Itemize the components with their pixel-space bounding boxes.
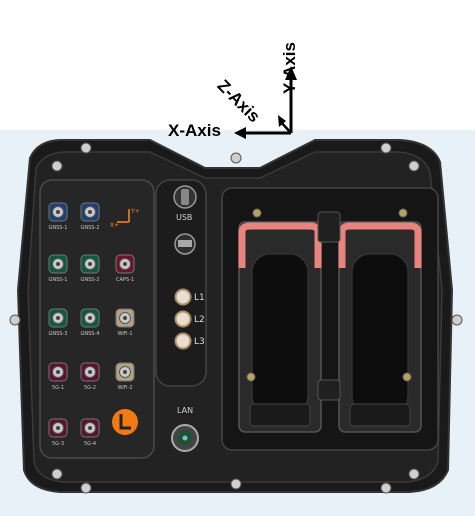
indicator-light: L2 — [174, 310, 205, 328]
indicator-light: L3 — [174, 332, 205, 350]
antenna-port[interactable]: WiFi-2 — [115, 362, 135, 391]
battery-latch[interactable] — [317, 211, 341, 243]
port-label: WiFi-2 — [117, 385, 132, 391]
indicator-light: L1 — [174, 288, 205, 306]
antenna-port[interactable]: GNSS-2 — [80, 202, 100, 231]
antenna-port[interactable]: GNSS-4 — [80, 308, 100, 337]
mini-axis-y-label: Y+ — [130, 208, 140, 215]
mini-axis: Y+ X+ — [110, 208, 140, 229]
port-label: WiFi-1 — [117, 331, 132, 337]
lan-label: LAN — [177, 406, 193, 415]
top-background — [0, 0, 475, 130]
antenna-port[interactable]: GNSS-3 — [48, 308, 68, 337]
antenna-port[interactable]: 5G-2 — [80, 362, 100, 391]
control-column — [155, 179, 207, 387]
port-label: GNSS-1 — [49, 277, 68, 283]
usb-cap — [173, 185, 197, 209]
antenna-port[interactable]: 5G-1 — [48, 362, 68, 391]
port-label: GNSS-2 — [81, 277, 100, 283]
antenna-port[interactable]: GNSS-1 — [48, 202, 68, 231]
battery-right — [338, 221, 422, 433]
indicator-label: L1 — [194, 293, 205, 303]
y-axis-label: Y-Axis — [280, 42, 299, 94]
antenna-port[interactable]: WiFi-1 — [115, 308, 135, 337]
antenna-port[interactable]: 5G-3 — [48, 418, 68, 447]
antenna-port[interactable]: GNSS-1 — [48, 254, 68, 283]
ports-layer: GNSS-1 GNSS-2 GNSS-1 GNSS-2 CAPS-1 GNSS-3 GNSS… — [48, 202, 135, 447]
port-label: 5G-2 — [84, 385, 96, 391]
battery-latch-lower[interactable] — [317, 379, 341, 401]
port-label: GNSS-3 — [49, 331, 68, 337]
port-label: GNSS-1 — [49, 225, 68, 231]
x-axis-label: X-Axis — [168, 121, 221, 140]
mini-axis-x-label: X+ — [110, 222, 119, 229]
indicator-label: L3 — [194, 337, 205, 347]
port-label: 5G-1 — [52, 385, 64, 391]
lan-port[interactable] — [171, 424, 199, 452]
usb-label: USB — [176, 213, 192, 222]
indicator-layer: L1 L2 L3 — [174, 288, 205, 350]
port-label: CAPS-1 — [116, 277, 134, 283]
battery-left — [238, 221, 322, 433]
port-label: 5G-3 — [52, 441, 64, 447]
antenna-port[interactable]: 5G-4 — [80, 418, 100, 447]
antenna-port[interactable]: CAPS-1 — [115, 254, 135, 283]
port-label: GNSS-2 — [81, 225, 100, 231]
logo — [112, 409, 138, 435]
indicator-label: L2 — [194, 315, 205, 325]
antenna-port[interactable]: GNSS-2 — [80, 254, 100, 283]
usb-port[interactable] — [174, 233, 196, 255]
port-label: GNSS-4 — [81, 331, 100, 337]
axis-arrows — [234, 66, 297, 139]
port-label: 5G-4 — [84, 441, 96, 447]
